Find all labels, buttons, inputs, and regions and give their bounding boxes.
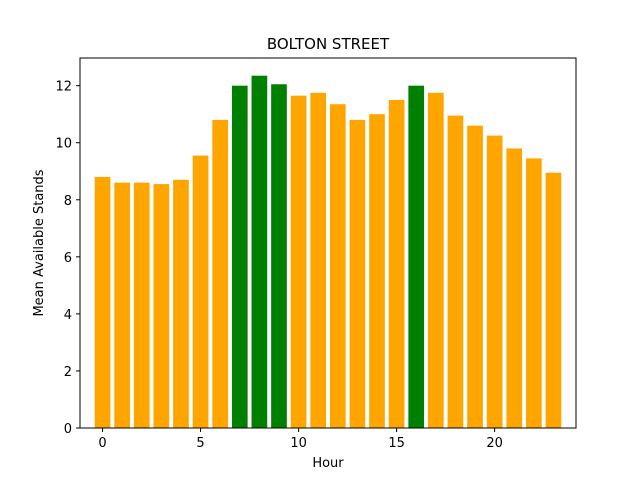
- bar-hour-19: [467, 125, 483, 429]
- bar-hour-12: [329, 104, 346, 428]
- bar-hour-2: [133, 182, 150, 428]
- bar-hour-6: [212, 119, 229, 429]
- bar-hour-21: [506, 148, 523, 428]
- x-axis-ticks: 0 5 10 15 20: [98, 428, 503, 451]
- bar-hour-5: [192, 155, 209, 429]
- chart-title: BOLTON STREET: [267, 35, 390, 53]
- bar-hour-4: [173, 179, 189, 428]
- bar-hour-23: [545, 172, 562, 428]
- y-tick-label: 6: [64, 251, 72, 266]
- bar-hour-14: [369, 114, 385, 429]
- bar-hour-18: [447, 115, 464, 428]
- y-axis-label: Mean Available Stands: [32, 169, 47, 316]
- y-tick-label: 12: [55, 80, 72, 95]
- y-tick-label: 2: [64, 365, 72, 380]
- x-axis-label: Hour: [312, 456, 344, 471]
- bar-hour-9: [271, 84, 287, 428]
- bar-hour-13: [349, 119, 366, 429]
- bars-group: [94, 75, 562, 429]
- x-tick-label: 5: [196, 436, 204, 451]
- y-tick-label: 10: [55, 137, 72, 152]
- bar-hour-7: [231, 85, 248, 429]
- y-axis-ticks: 0 2 4 6 8 10 12: [55, 80, 80, 437]
- bar-hour-16: [408, 85, 425, 429]
- bar-hour-10: [290, 95, 307, 428]
- bar-hour-3: [153, 184, 170, 428]
- y-tick-label: 4: [64, 308, 72, 323]
- bar-hour-11: [310, 92, 327, 428]
- x-tick-label: 10: [290, 436, 307, 451]
- x-tick-label: 0: [98, 436, 106, 451]
- bar-hour-15: [388, 99, 405, 428]
- bar-hour-17: [427, 92, 444, 428]
- y-tick-label: 0: [64, 422, 72, 437]
- plot-frame: [79, 57, 577, 429]
- x-tick-label: 20: [486, 436, 503, 451]
- bar-hour-1: [114, 182, 130, 428]
- bar-hour-8: [251, 75, 268, 428]
- x-tick-label: 15: [388, 436, 405, 451]
- bar-hour-0: [94, 176, 111, 428]
- bar-hour-20: [486, 135, 503, 428]
- y-tick-label: 8: [64, 194, 72, 209]
- bar-hour-22: [526, 158, 542, 428]
